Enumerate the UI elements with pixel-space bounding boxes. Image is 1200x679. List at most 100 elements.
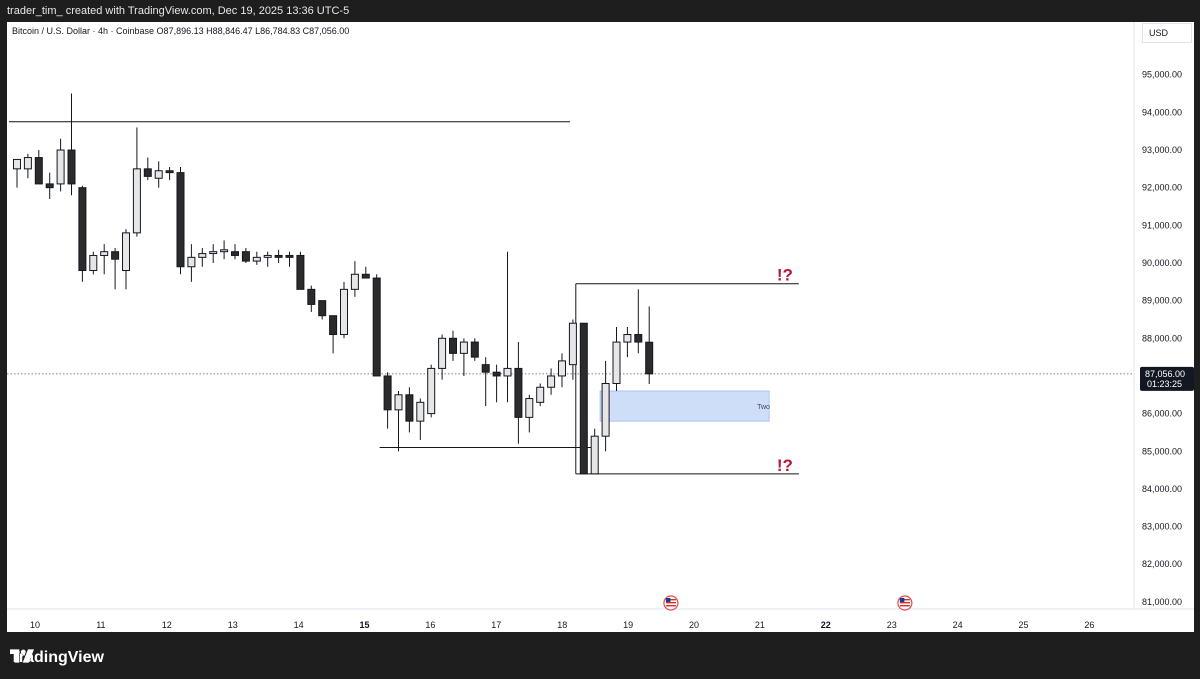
candle-body[interactable] xyxy=(481,364,490,373)
candle-body[interactable] xyxy=(67,149,76,185)
candle-body[interactable] xyxy=(274,254,283,258)
candle-body[interactable] xyxy=(252,256,261,262)
x-tick-label: 18 xyxy=(557,620,567,630)
candle-body[interactable] xyxy=(492,371,501,377)
y-tick-label: 85,000.00 xyxy=(1142,446,1182,456)
candle-body[interactable] xyxy=(122,232,130,272)
candle-body[interactable] xyxy=(231,251,239,256)
demand-zone[interactable] xyxy=(599,390,770,422)
y-tick-label: 93,000.00 xyxy=(1142,145,1182,155)
candle-body[interactable] xyxy=(132,168,141,234)
y-tick-label: 95,000.00 xyxy=(1142,70,1182,80)
candle-body[interactable] xyxy=(459,341,468,354)
x-tick-label: 10 xyxy=(30,620,40,630)
candle-body[interactable] xyxy=(198,253,207,258)
candle-body[interactable] xyxy=(427,367,436,415)
candle-body[interactable] xyxy=(23,157,32,170)
x-tick-label: 20 xyxy=(689,620,699,630)
candle-body[interactable] xyxy=(165,170,174,174)
candle-body[interactable] xyxy=(579,322,588,475)
x-tick-label: 24 xyxy=(953,620,963,630)
x-tick-label: 26 xyxy=(1084,620,1094,630)
candle-body[interactable] xyxy=(89,254,98,272)
chart-credit: trader_tim_ created with TradingView.com… xyxy=(7,5,350,17)
y-tick-label: 83,000.00 xyxy=(1142,522,1182,532)
x-tick-label: 13 xyxy=(228,620,238,630)
x-tick-label: 23 xyxy=(887,620,897,630)
candle-body[interactable] xyxy=(285,254,294,258)
candle-body[interactable] xyxy=(438,337,447,369)
candle-body[interactable] xyxy=(176,172,185,268)
x-tick-label: 15 xyxy=(359,620,369,630)
y-tick-label: 84,000.00 xyxy=(1142,484,1182,494)
y-tick-label: 92,000.00 xyxy=(1142,183,1182,193)
tradingview-brand[interactable]: TradingView xyxy=(10,649,104,667)
current-price-badge xyxy=(1140,366,1194,391)
candle-body[interactable] xyxy=(547,375,556,388)
x-tick-label: 17 xyxy=(491,620,501,630)
candle-body[interactable] xyxy=(154,170,163,179)
candle-body[interactable] xyxy=(536,386,545,403)
candle-body[interactable] xyxy=(612,341,621,384)
candle-body[interactable] xyxy=(383,375,392,411)
candle-body[interactable] xyxy=(470,341,479,358)
zone-label: Two xyxy=(757,404,770,411)
candle-body[interactable] xyxy=(558,360,566,377)
brand-name: TradingView xyxy=(10,649,104,666)
candlestick-chart[interactable]: 81,000.00 82,000.00 83,000.00 84,000.00 85,0… xyxy=(7,22,1194,632)
symbol-legend: Bitcoin / U.S. Dollar · 4h · Coinbase O8… xyxy=(12,26,350,36)
candle-body[interactable] xyxy=(143,168,152,177)
candle-body[interactable] xyxy=(361,273,370,279)
y-tick-label: 86,000.00 xyxy=(1142,409,1182,419)
y-tick-label: 88,000.00 xyxy=(1142,333,1182,343)
candle-body[interactable] xyxy=(601,382,610,437)
candle-body[interactable] xyxy=(645,341,654,375)
candle-body[interactable] xyxy=(220,249,229,253)
candle-body[interactable] xyxy=(241,251,250,262)
candle-body[interactable] xyxy=(296,254,305,290)
y-tick-label: 91,000.00 xyxy=(1142,220,1182,230)
y-tick-label: 81,000.00 xyxy=(1142,597,1182,607)
candle-body[interactable] xyxy=(568,322,577,366)
candle-body[interactable] xyxy=(340,288,348,336)
candle-body[interactable] xyxy=(623,334,632,343)
chart-panel[interactable]: 81,000.00 82,000.00 83,000.00 84,000.00 85,0… xyxy=(7,22,1194,632)
candle-body[interactable] xyxy=(525,398,534,418)
footer: TradingView xyxy=(0,632,1200,679)
x-tick-label: 11 xyxy=(96,620,105,630)
candle-body[interactable] xyxy=(100,251,109,256)
candle-body[interactable] xyxy=(350,273,359,290)
alert-marker-bottom: !? xyxy=(777,456,793,475)
currency-selector[interactable]: USD xyxy=(1142,23,1192,43)
candle-body[interactable] xyxy=(78,187,87,272)
y-tick-label: 90,000.00 xyxy=(1142,258,1182,268)
candle-body[interactable] xyxy=(394,394,403,411)
candle-body[interactable] xyxy=(34,157,43,185)
y-tick-label: 82,000.00 xyxy=(1142,559,1182,569)
candle-body[interactable] xyxy=(318,300,327,317)
candle-body[interactable] xyxy=(329,315,338,336)
tradingview-logo-icon xyxy=(10,649,34,663)
candle-body[interactable] xyxy=(372,277,381,377)
candle-body[interactable] xyxy=(45,183,54,189)
x-tick-label: 22 xyxy=(821,620,831,630)
us-flag-event-icon[interactable] xyxy=(897,595,913,611)
current-price-label: 87,056.00 xyxy=(1145,369,1185,379)
x-tick-label: 14 xyxy=(294,620,304,630)
candle-body[interactable] xyxy=(111,251,120,260)
candle-countdown: 01:23:25 xyxy=(1147,379,1182,389)
candle-body[interactable] xyxy=(503,367,512,377)
candle-body[interactable] xyxy=(307,288,316,305)
candle-body[interactable] xyxy=(449,337,457,354)
candle-body[interactable] xyxy=(56,149,65,185)
candle-body[interactable] xyxy=(590,435,599,475)
candle-body[interactable] xyxy=(209,251,218,255)
candle-body[interactable] xyxy=(405,394,414,422)
candle-body[interactable] xyxy=(416,401,425,422)
us-flag-event-icon[interactable] xyxy=(663,595,679,611)
candle-body[interactable] xyxy=(634,334,643,343)
candle-body[interactable] xyxy=(263,254,272,258)
candle-body[interactable] xyxy=(187,256,196,268)
candle-body[interactable] xyxy=(13,158,21,170)
candle-body[interactable] xyxy=(514,367,523,418)
